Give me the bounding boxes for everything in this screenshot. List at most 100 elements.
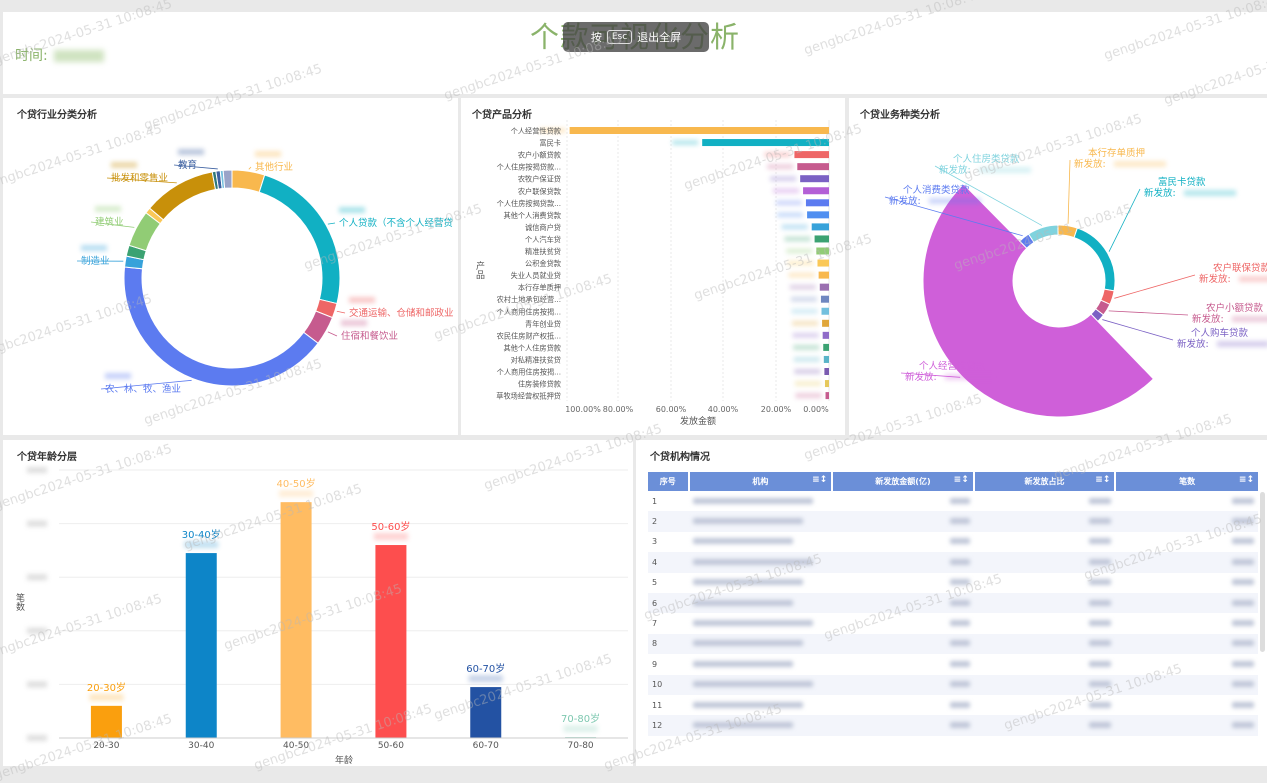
- blurred-value: [950, 498, 970, 504]
- product-bar[interactable]: [815, 235, 829, 242]
- age-bar[interactable]: [186, 553, 217, 738]
- esc-tip-suffix: 退出全屏: [637, 29, 681, 45]
- product-bar[interactable]: [821, 296, 829, 303]
- row-cell-blurred: [832, 715, 974, 735]
- table-row[interactable]: 11: [648, 695, 1258, 715]
- product-x-tick: 20.00%: [761, 405, 792, 414]
- business-label-line: [1109, 189, 1140, 252]
- blurred-value: [950, 640, 970, 646]
- product-bar[interactable]: [570, 127, 829, 134]
- col-header-amount[interactable]: 新发放金额(亿)≡↕: [832, 472, 974, 491]
- age-bar-label: 40-50岁: [277, 477, 316, 490]
- sort-icon[interactable]: ≡↕: [954, 475, 969, 485]
- industry-slice[interactable]: [124, 267, 318, 386]
- table-row[interactable]: 12: [648, 715, 1258, 735]
- product-bar[interactable]: [819, 272, 829, 279]
- product-bar[interactable]: [812, 223, 829, 230]
- col-header-ratio[interactable]: 新发放占比 ≡↕: [974, 472, 1116, 491]
- sort-icon[interactable]: ≡↕: [812, 475, 827, 485]
- industry-slice-label: 教育: [178, 159, 197, 171]
- esc-key-badge: Esc: [607, 30, 632, 44]
- exit-fullscreen-tip[interactable]: 按 Esc 退出全屏: [563, 22, 709, 52]
- table-row[interactable]: 7: [648, 613, 1258, 633]
- industry-donut-chart: 其他行业个人贷款（不含个人经营贷交通运输、仓储和邮政业住宿和餐饮业农、林、牧、渔…: [3, 98, 458, 435]
- row-index: 5: [648, 573, 689, 593]
- blurred-value: [1232, 681, 1254, 687]
- age-bar-value-blur: [374, 533, 408, 540]
- blurred-value: [1232, 559, 1254, 565]
- age-bar[interactable]: [375, 545, 406, 738]
- col-header-index[interactable]: 序号: [648, 472, 689, 491]
- table-row[interactable]: 8: [648, 634, 1258, 654]
- row-cell-blurred: [832, 654, 974, 674]
- product-bar[interactable]: [816, 248, 829, 255]
- blurred-value: [1232, 640, 1254, 646]
- product-bar[interactable]: [807, 211, 829, 218]
- product-bar[interactable]: [822, 308, 829, 315]
- table-row[interactable]: 6: [648, 593, 1258, 613]
- row-cell-blurred: [1115, 675, 1258, 695]
- table-row[interactable]: 4: [648, 552, 1258, 572]
- age-bar[interactable]: [281, 502, 312, 738]
- age-bar-value-blur: [279, 490, 313, 497]
- product-bar[interactable]: [817, 260, 829, 267]
- industry-slice[interactable]: [223, 170, 232, 188]
- blurred-value: [1232, 702, 1254, 708]
- table-row[interactable]: 9: [648, 654, 1258, 674]
- sort-icon[interactable]: ≡↕: [1095, 475, 1110, 485]
- row-cell-blurred: [689, 491, 833, 511]
- age-bar-label: 20-30岁: [87, 681, 126, 694]
- col-header-ratio-label: 新发放占比: [1025, 477, 1065, 486]
- business-slice[interactable]: [923, 184, 1153, 417]
- table-scrollbar[interactable]: [1260, 492, 1265, 652]
- product-bar[interactable]: [820, 284, 829, 291]
- table-row[interactable]: 1: [648, 491, 1258, 511]
- row-cell-blurred: [974, 715, 1116, 735]
- table-row[interactable]: 3: [648, 532, 1258, 552]
- col-header-count[interactable]: 笔数≡↕: [1115, 472, 1258, 491]
- business-slice[interactable]: [1029, 225, 1059, 242]
- product-bar[interactable]: [826, 392, 829, 399]
- row-index: 7: [648, 613, 689, 633]
- product-bar[interactable]: [800, 175, 829, 182]
- product-bar[interactable]: [824, 356, 829, 363]
- product-bar[interactable]: [797, 163, 829, 170]
- blurred-value: [693, 559, 813, 565]
- industry-slice[interactable]: [259, 175, 340, 304]
- product-bar-value-blur: [791, 297, 817, 302]
- institution-panel: 个贷机构情况 序号 机构≡↕ 新发放金额(亿)≡↕ 新发放占比≡↕ 笔数≡↕ 1…: [636, 440, 1267, 766]
- sort-icon[interactable]: ≡↕: [1239, 475, 1254, 485]
- age-x-tick: 30-40: [188, 741, 214, 751]
- table-row[interactable]: 2: [648, 511, 1258, 531]
- blurred-value: [950, 702, 970, 708]
- product-category-label: 个人经营性贷款: [511, 127, 561, 136]
- product-category-label: 诚信商户贷: [525, 223, 561, 232]
- product-bar[interactable]: [825, 380, 829, 387]
- product-bar[interactable]: [794, 151, 829, 158]
- product-category-label: 精准扶贫贷: [525, 247, 561, 256]
- product-bar-value-blur: [764, 152, 790, 157]
- business-slice[interactable]: [1074, 228, 1115, 291]
- product-bar[interactable]: [824, 368, 829, 375]
- age-bar-value-blur: [89, 694, 123, 701]
- row-index: 3: [648, 532, 689, 552]
- product-bar[interactable]: [823, 344, 829, 351]
- col-header-institution[interactable]: 机构≡↕: [689, 472, 833, 491]
- age-bar-value-blur: [469, 675, 503, 682]
- age-bar[interactable]: [470, 687, 501, 738]
- product-bar[interactable]: [803, 187, 829, 194]
- product-x-tick: 100.00%: [565, 405, 601, 414]
- product-bar[interactable]: [806, 199, 829, 206]
- product-category-label: 农户小额贷款: [518, 151, 561, 160]
- product-category-label: 农牧户保证贷: [518, 175, 561, 184]
- row-cell-blurred: [832, 511, 974, 531]
- industry-slice-label: 交通运输、仓储和邮政业: [349, 307, 454, 319]
- product-bar[interactable]: [823, 332, 829, 339]
- age-bar[interactable]: [91, 706, 122, 738]
- table-row[interactable]: 10: [648, 675, 1258, 695]
- product-bar[interactable]: [702, 139, 829, 146]
- industry-slice-label: 批发和零售业: [111, 172, 168, 184]
- product-bar-value-blur: [795, 381, 821, 386]
- product-bar[interactable]: [822, 320, 829, 327]
- table-row[interactable]: 5: [648, 573, 1258, 593]
